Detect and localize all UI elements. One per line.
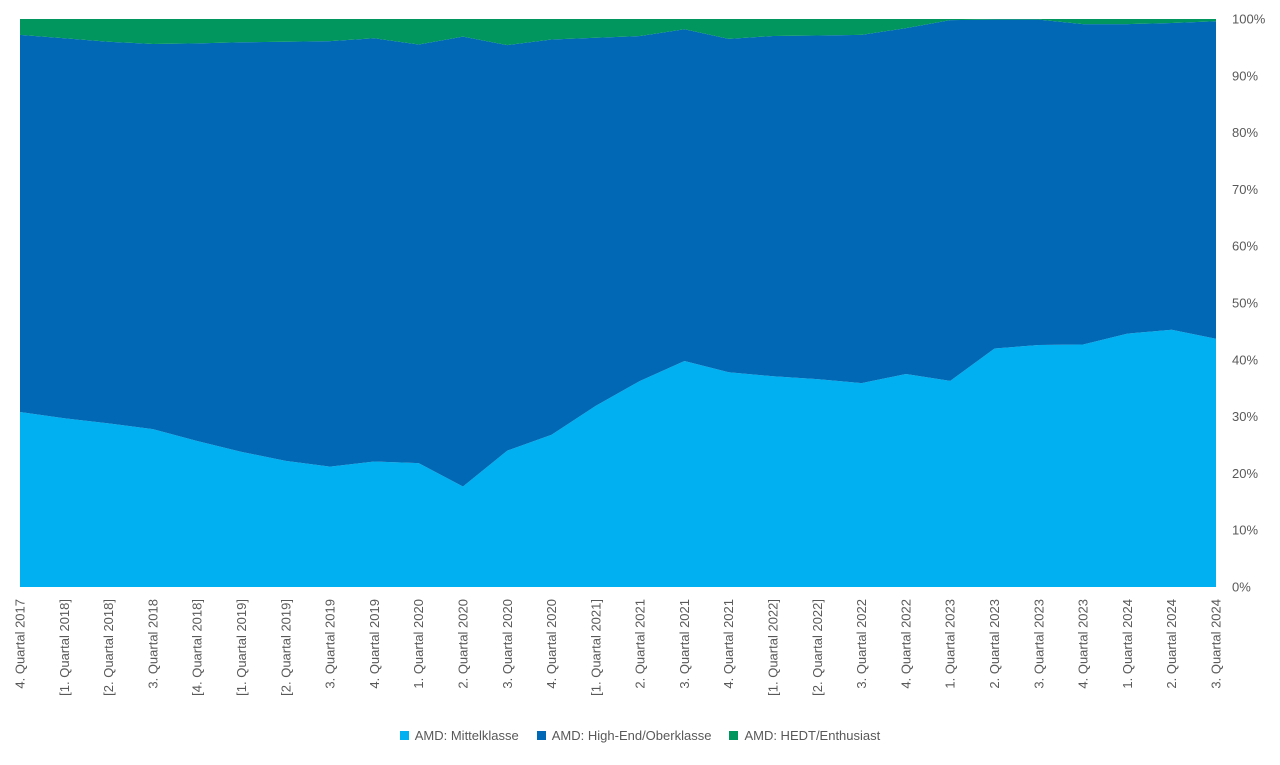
legend-item: AMD: High-End/Oberklasse	[536, 728, 712, 743]
area-layer	[20, 19, 1216, 587]
x-tick-label: 4. Quartal 2019	[367, 599, 382, 689]
x-tick-label: [2. Quartal 2018]	[101, 599, 116, 696]
x-tick-label: [1. Quartal 2019]	[234, 599, 249, 696]
series-area-0	[20, 329, 1216, 587]
x-tick-label: 4. Quartal 2022	[898, 599, 913, 689]
x-tick-label: 1. Quartal 2020	[411, 599, 426, 689]
x-tick-label: [1. Quartal 2022]	[766, 599, 781, 696]
x-axis: 4. Quartal 2017 [1. Quartal 2018] [2. Quar…	[13, 599, 1224, 696]
y-tick-label: 50%	[1232, 296, 1258, 311]
x-tick-label: [2. Quartal 2022]	[810, 599, 825, 696]
y-tick-label: 40%	[1232, 352, 1258, 367]
legend-swatch	[536, 731, 546, 740]
x-tick-label: 3. Quartal 2019	[323, 599, 338, 689]
legend-label: AMD: HEDT/Enthusiast	[744, 728, 881, 743]
y-tick-label: 0%	[1232, 580, 1251, 595]
legend-item: AMD: HEDT/Enthusiast	[729, 728, 880, 743]
legend-item: AMD: Mittelklasse	[399, 728, 519, 743]
y-tick-label: 90%	[1232, 68, 1258, 83]
legend-label: AMD: Mittelklasse	[414, 728, 519, 743]
y-tick-label: 70%	[1232, 182, 1258, 197]
x-tick-label: 2. Quartal 2023	[987, 599, 1002, 689]
legend: AMD: Mittelklasse AMD: High-End/Oberklass…	[0, 728, 1280, 743]
x-tick-label: 3. Quartal 2018	[145, 599, 160, 689]
y-tick-label: 80%	[1232, 125, 1258, 140]
legend-swatch	[399, 731, 409, 740]
y-tick-label: 10%	[1232, 523, 1258, 538]
series-area-2	[20, 19, 1216, 46]
x-tick-label: 4. Quartal 2021	[721, 599, 736, 689]
y-tick-label: 20%	[1232, 466, 1258, 481]
x-tick-label: 3. Quartal 2020	[500, 599, 515, 689]
x-tick-label: 3. Quartal 2021	[677, 599, 692, 689]
x-tick-label: 2. Quartal 2020	[455, 599, 470, 689]
x-tick-label: 3. Quartal 2022	[854, 599, 869, 689]
y-tick-label: 30%	[1232, 409, 1258, 424]
x-tick-label: 2. Quartal 2021	[633, 599, 648, 689]
x-tick-label: [4. Quartal 2018]	[190, 599, 205, 696]
legend-label: AMD: High-End/Oberklasse	[551, 728, 712, 743]
y-tick-label: 60%	[1232, 239, 1258, 254]
x-tick-label: [1. Quartal 2021]	[588, 599, 603, 696]
x-tick-label: 4. Quartal 2020	[544, 599, 559, 689]
series-area-1	[20, 19, 1216, 487]
x-tick-label: 3. Quartal 2024	[1209, 599, 1224, 689]
y-tick-label: 100%	[1232, 12, 1266, 27]
y-axis: 0% 10% 20% 30% 40% 50% 60% 70% 80% 90% 100%	[1232, 12, 1266, 595]
x-tick-label: 1. Quartal 2024	[1120, 599, 1135, 689]
x-tick-label: [2. Quartal 2019]	[278, 599, 293, 696]
x-tick-label: 2. Quartal 2024	[1164, 599, 1179, 689]
legend-swatch	[729, 731, 739, 740]
x-tick-label: 4. Quartal 2017	[13, 599, 28, 689]
x-tick-label: 1. Quartal 2023	[943, 599, 958, 689]
x-tick-label: [1. Quartal 2018]	[57, 599, 72, 696]
x-tick-label: 4. Quartal 2023	[1076, 599, 1091, 689]
x-tick-label: 3. Quartal 2023	[1031, 599, 1046, 689]
